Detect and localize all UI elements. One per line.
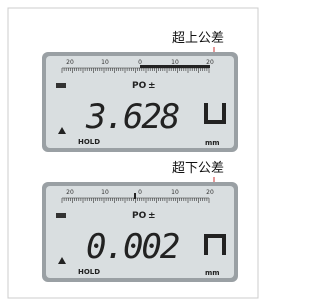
bar-graph <box>134 193 136 199</box>
hold: HOLD <box>78 138 100 146</box>
unit: mm <box>205 139 220 147</box>
scale-label: 0 <box>138 59 142 66</box>
tolerance-label: 超上公差 <box>172 31 224 46</box>
plus-minus: ± <box>148 211 156 221</box>
battery <box>56 83 66 88</box>
scale-label: 10 <box>171 189 179 196</box>
scale-label: 10 <box>101 189 109 196</box>
reading: 0.002 <box>86 227 179 267</box>
scale-label: 0 <box>138 189 142 196</box>
scale-label: 20 <box>206 59 214 66</box>
plus-minus: ± <box>148 81 156 91</box>
scale-label: 20 <box>66 59 74 66</box>
mode: PO <box>132 211 147 221</box>
bar-graph <box>140 65 210 68</box>
scale-label: 20 <box>206 189 214 196</box>
unit: mm <box>205 269 220 277</box>
scale-label: 10 <box>171 59 179 66</box>
mode: PO <box>132 81 147 91</box>
battery <box>56 213 66 218</box>
hold: HOLD <box>78 268 100 276</box>
scale-label: 10 <box>101 59 109 66</box>
tolerance-label: 超下公差 <box>172 161 224 176</box>
scale-label: 20 <box>66 189 74 196</box>
reading: 3.628 <box>85 97 179 137</box>
